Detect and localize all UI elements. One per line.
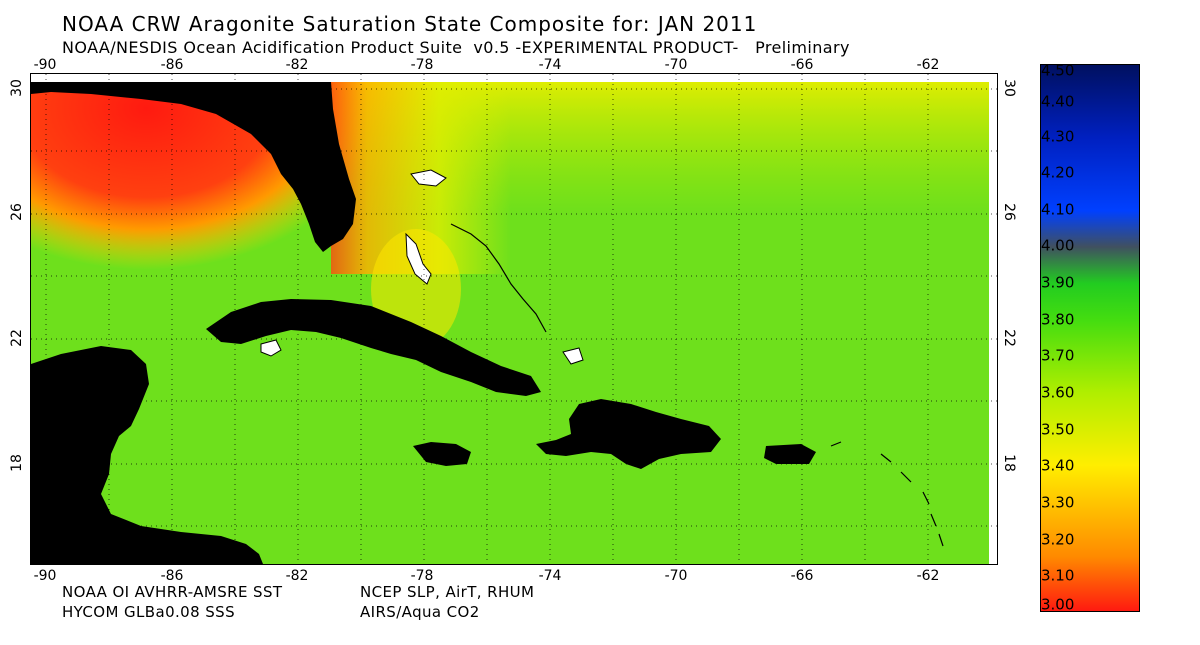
colorbar-label: 4.00: [1041, 236, 1075, 255]
colorbar-label: 4.40: [1041, 92, 1075, 111]
lesser-antilles: [830, 441, 944, 547]
colorbar-label: 3.50: [1041, 420, 1075, 439]
colorbar-label: 3.60: [1041, 383, 1075, 402]
lon-tick-bottom: -86: [160, 568, 184, 584]
lon-tick-bottom: -78: [410, 568, 434, 584]
lon-tick-bottom: -82: [285, 568, 309, 584]
bahamas-outline: [405, 232, 432, 285]
lon-tick-top: -86: [160, 57, 184, 73]
lat-tick-right: 22: [1000, 329, 1017, 347]
nodata-right: [989, 74, 997, 564]
colorbar: [1040, 64, 1140, 612]
colorbar-label: 4.30: [1041, 127, 1075, 146]
colorbar-label: 3.30: [1041, 493, 1075, 512]
turks-caicos: [562, 347, 584, 365]
graticule: [31, 74, 997, 564]
colorbar-label: 3.20: [1041, 530, 1075, 549]
map-title: NOAA CRW Aragonite Saturation State Comp…: [62, 12, 758, 36]
lon-tick-top: -74: [538, 57, 562, 73]
lon-tick-bottom: -62: [916, 568, 940, 584]
lon-tick-bottom: -70: [664, 568, 688, 584]
yucatan-land: [31, 346, 263, 564]
source-sst: NOAA OI AVHRR-AMSRE SST: [62, 583, 283, 601]
hispaniola-land: [536, 399, 721, 469]
colorbar-label: 3.70: [1041, 346, 1075, 365]
lon-tick-top: -78: [410, 57, 434, 73]
lon-tick-top: -90: [33, 57, 57, 73]
lat-tick-left: 26: [8, 203, 25, 221]
colorbar-label: 4.10: [1041, 200, 1075, 219]
nodata-top: [31, 74, 997, 82]
colorbar-label: 3.40: [1041, 456, 1075, 475]
aragonite-map[interactable]: [30, 73, 998, 565]
colorbar-label: 4.20: [1041, 163, 1075, 182]
colorbar-label: 3.80: [1041, 310, 1075, 329]
lon-tick-top: -82: [285, 57, 309, 73]
lat-tick-left: 30: [8, 79, 25, 97]
colorbar-label: 3.00: [1041, 595, 1075, 614]
bahamas-chain: [450, 223, 547, 333]
lon-tick-bottom: -74: [538, 568, 562, 584]
source-co2: AIRS/Aqua CO2: [360, 603, 480, 621]
map-subtitle: NOAA/NESDIS Ocean Acidification Product …: [62, 38, 850, 57]
colorbar-label: 3.10: [1041, 566, 1075, 585]
lat-tick-right: 18: [1000, 454, 1017, 472]
source-ncep: NCEP SLP, AirT, RHUM: [360, 583, 535, 601]
colorbar-label: 3.90: [1041, 273, 1075, 292]
florida-land: [31, 82, 356, 252]
map-canvas: [31, 74, 997, 564]
lon-tick-bottom: -66: [790, 568, 814, 584]
jamaica-land: [413, 442, 471, 466]
colorbar-label: 4.50: [1041, 61, 1075, 80]
cuba-land: [206, 299, 541, 396]
lat-tick-left: 18: [8, 454, 25, 472]
isle-of-youth-land: [260, 339, 282, 357]
lon-tick-top: -62: [916, 57, 940, 73]
lat-tick-left: 22: [8, 329, 25, 347]
bahamas-andros: [410, 169, 447, 187]
lat-tick-right: 30: [1000, 79, 1017, 97]
lon-tick-top: -66: [790, 57, 814, 73]
puerto-rico-land: [764, 444, 816, 464]
source-sss: HYCOM GLBa0.08 SSS: [62, 603, 236, 621]
lat-tick-right: 26: [1000, 203, 1017, 221]
lon-tick-bottom: -90: [33, 568, 57, 584]
lon-tick-top: -70: [664, 57, 688, 73]
